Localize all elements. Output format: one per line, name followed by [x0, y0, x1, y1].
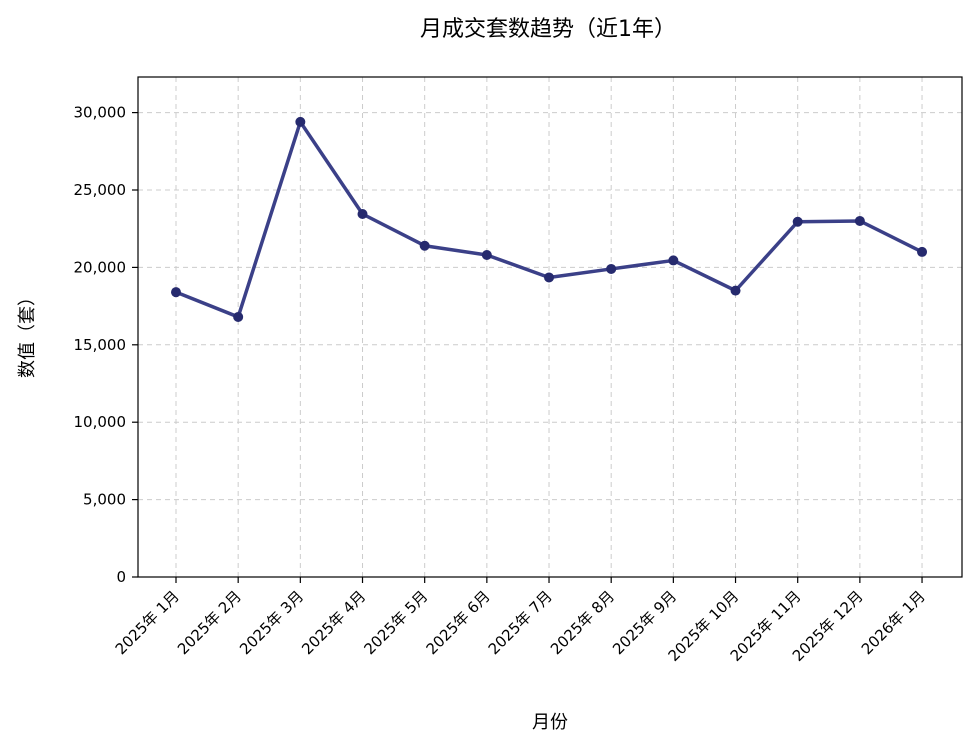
y-axis-label: 数值（套）	[17, 288, 38, 378]
x-tick-label: 2025年 2月	[174, 587, 245, 658]
y-tick-label: 0	[116, 568, 126, 586]
x-tick-label: 2025年 1月	[112, 587, 183, 658]
y-tick-label: 5,000	[83, 491, 126, 509]
grid	[138, 77, 962, 578]
data-point	[419, 240, 430, 251]
y-tick-label: 25,000	[74, 181, 127, 199]
y-tick-label: 30,000	[74, 104, 127, 122]
x-tick-label: 2025年 8月	[547, 587, 618, 658]
data-point	[357, 208, 368, 219]
data-point	[730, 285, 741, 296]
data-point	[606, 263, 617, 274]
x-tick-label: 2026年 1月	[858, 587, 929, 658]
data-point	[544, 272, 555, 283]
data-point	[295, 116, 306, 127]
x-tick-label: 2025年 4月	[298, 587, 369, 658]
x-tick-label: 2025年 7月	[485, 587, 556, 658]
x-tick-label: 2025年 3月	[236, 587, 307, 658]
y-tick-label: 15,000	[74, 336, 127, 354]
data-point	[917, 246, 928, 257]
data-point	[668, 255, 679, 266]
data-point	[233, 311, 244, 322]
series-layer	[171, 116, 928, 322]
chart-title: 月成交套数趋势（近1年）	[420, 17, 676, 42]
data-point	[171, 287, 181, 298]
x-tick-label: 2025年 5月	[360, 587, 431, 658]
data-point	[481, 250, 492, 261]
y-tick-label: 20,000	[74, 258, 127, 276]
data-point	[792, 216, 803, 227]
x-axis-label: 月份	[532, 712, 568, 733]
x-tick-label: 2025年 6月	[423, 587, 494, 658]
plot-frame	[137, 76, 963, 578]
data-point	[854, 215, 865, 226]
y-axis: 0 5,000 10,000 15,000 20,000 25,000 30,000	[74, 104, 138, 586]
y-tick-label: 10,000	[74, 413, 127, 431]
